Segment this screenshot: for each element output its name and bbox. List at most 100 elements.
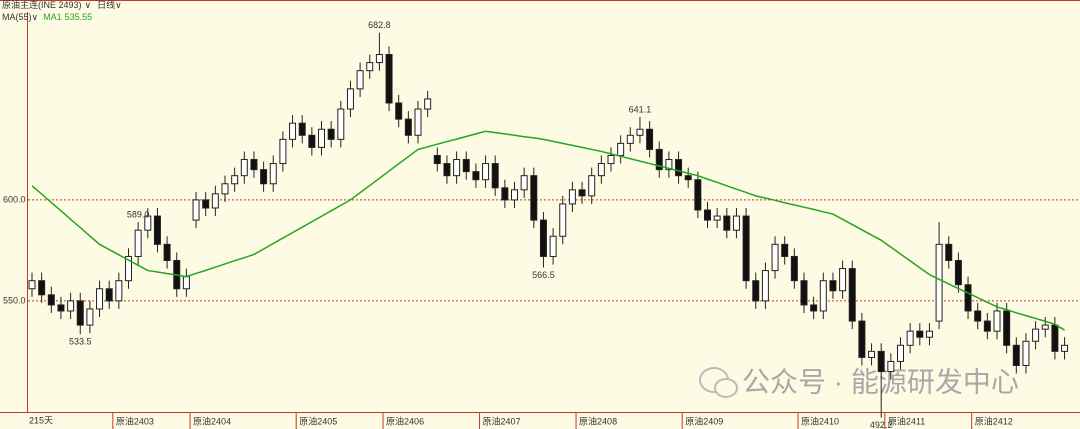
x-tick-label: 原油2409 [685,415,723,426]
candle-body [848,268,856,322]
candle-body [559,203,567,237]
x-tick-label: 原油2408 [579,415,617,426]
y-tick-label: 600.0 [3,194,26,204]
candle-body [781,243,789,257]
candle-body [28,280,36,290]
candle-body [86,308,94,326]
y-tick-label: 550.0 [3,295,26,305]
candle-body [375,54,383,64]
x-tick-label: 原油2410 [801,415,839,426]
candle-body [1061,344,1069,352]
candle-body [1003,310,1011,346]
candle-body [269,163,277,185]
candle-body [289,122,297,140]
candle-body [636,128,644,136]
candle-body [732,215,740,231]
candle-body [684,175,692,181]
candle-body [568,189,576,205]
candle-body [617,142,625,156]
candle-body [897,344,904,362]
candle-body [115,280,123,302]
candle-body [231,175,239,185]
x-tick-label: 原油2407 [483,415,521,426]
legend-name: MA1 [43,12,62,22]
x-tick-label: 原油2406 [386,415,424,426]
candle-body [974,310,982,322]
indicator[interactable]: MA(55) [2,12,32,22]
candle-body [858,320,866,358]
candle-body [366,62,374,72]
x-tick-label: 原油2412 [975,415,1013,426]
candle-body [1012,344,1020,366]
candle-body [549,235,557,257]
dropdown[interactable]: ∨ [32,12,39,22]
x-tick-label: 原油2405 [299,415,337,426]
period[interactable]: 日线 [97,0,115,10]
candle-body [993,310,1001,332]
title: 原油主连(INE 2493) [2,0,82,10]
x-tick-label: 原油2404 [193,415,231,426]
candle-body [578,189,586,197]
x-tick-label: 原油2411 [888,415,925,426]
candle-body [752,280,760,302]
candle-body [646,128,654,150]
candle-body [76,300,84,326]
candle-body [395,102,403,120]
candle-body [67,300,75,312]
candle-body [221,183,229,195]
candle-body [742,215,750,282]
candle-body [424,98,432,110]
candle-body [337,108,345,140]
indicator-legend: MA(55)∨ MA1 535.55 [2,12,92,22]
candle-body [482,163,490,181]
candle-body [57,304,65,312]
candle-body [404,118,412,136]
candle-body [260,169,268,185]
candle-body [675,159,683,177]
price-annotation: 682.8 [368,20,391,30]
candle-body [125,255,132,282]
candle-body [346,88,354,110]
candle-body [414,108,422,136]
plot: 550.0 600.0 原油2403 原油2404 原油2405 原油2406 原油2407… [3,20,1080,429]
price-annotation: 641.1 [629,104,652,114]
candle-body [829,280,837,292]
dropdown[interactable]: ∨ [115,0,122,10]
candle-body [308,134,316,148]
candle-body [790,255,798,282]
candle-body [665,159,673,171]
candle-body [530,175,538,221]
candle-body [472,171,480,181]
candle-body [1032,328,1040,342]
candle-body [983,320,991,332]
candle-body [626,134,634,144]
price-annotation: 589.0 [127,210,150,220]
candle-body [520,175,528,191]
candle-body [916,330,924,338]
chart-title: 原油主连(INE 2493) ∨ 日线∨ [2,0,122,10]
candle-body [945,243,953,261]
candle-body [385,54,393,104]
candle-body [163,243,171,261]
candle-body [453,159,461,177]
candle-body [1051,324,1059,352]
candle-body [906,330,914,346]
candle-body [935,243,943,322]
candle-body [105,288,113,302]
ma-line [31,130,1065,331]
candle-body [877,350,885,373]
candle-body [539,219,547,257]
candle-body [491,163,499,189]
candle-body [723,215,731,231]
candle-body [704,209,711,221]
candle-body [588,175,596,197]
dropdown[interactable]: ∨ [85,0,92,10]
candle-body [47,294,55,306]
candle-body [182,276,190,290]
candle-body [954,259,962,286]
candle-body [443,163,451,177]
candle-body [694,179,702,211]
candle-body [819,280,827,312]
count-label: 215天 [29,415,53,425]
candle-body [1041,324,1049,330]
